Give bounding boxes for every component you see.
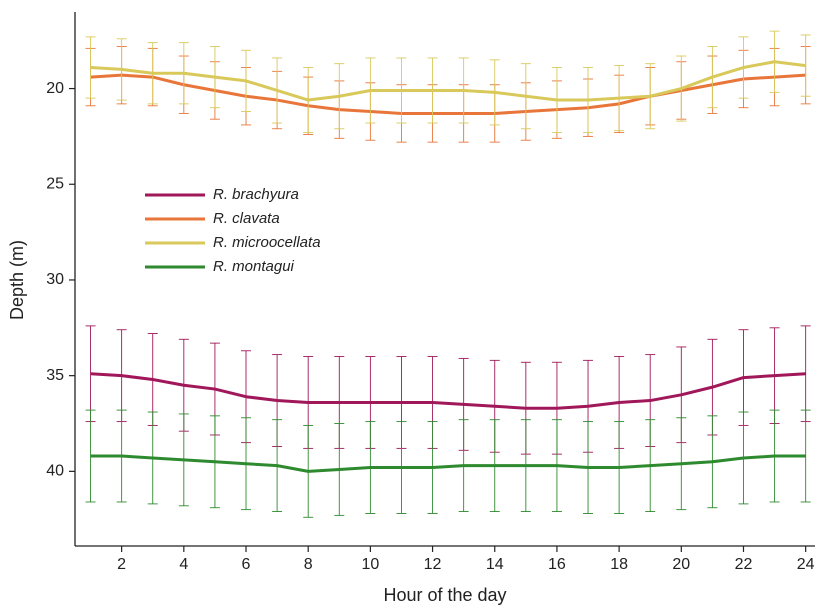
- x-tick-label: 24: [797, 556, 815, 573]
- x-tick-label: 18: [610, 556, 628, 573]
- x-tick-label: 4: [179, 556, 188, 573]
- x-tick-label: 8: [304, 556, 313, 573]
- x-tick-label: 20: [672, 556, 690, 573]
- x-tick-label: 14: [486, 556, 504, 573]
- x-tick-label: 22: [735, 556, 753, 573]
- series-line: [90, 73, 806, 115]
- x-tick-label: 10: [361, 556, 379, 573]
- legend-text: R. microocellata: [213, 234, 321, 251]
- x-tick-label: 6: [242, 556, 251, 573]
- series-line: [90, 372, 806, 410]
- y-tick-label: 20: [46, 80, 64, 97]
- y-tick-label: 35: [46, 367, 64, 384]
- legend-text: R. brachyura: [213, 186, 299, 203]
- y-tick-label: 25: [46, 175, 64, 192]
- x-tick-label: 2: [117, 556, 126, 573]
- series-line: [90, 454, 806, 473]
- series-line: [90, 60, 806, 102]
- legend-text: R. montagui: [213, 258, 295, 275]
- legend-text: R. clavata: [213, 210, 280, 227]
- x-tick-label: 12: [424, 556, 442, 573]
- x-axis-title: Hour of the day: [383, 585, 506, 605]
- x-tick-label: 16: [548, 556, 566, 573]
- y-tick-label: 30: [46, 271, 64, 288]
- y-axis-title: Depth (m): [7, 240, 27, 320]
- y-tick-label: 40: [46, 463, 64, 480]
